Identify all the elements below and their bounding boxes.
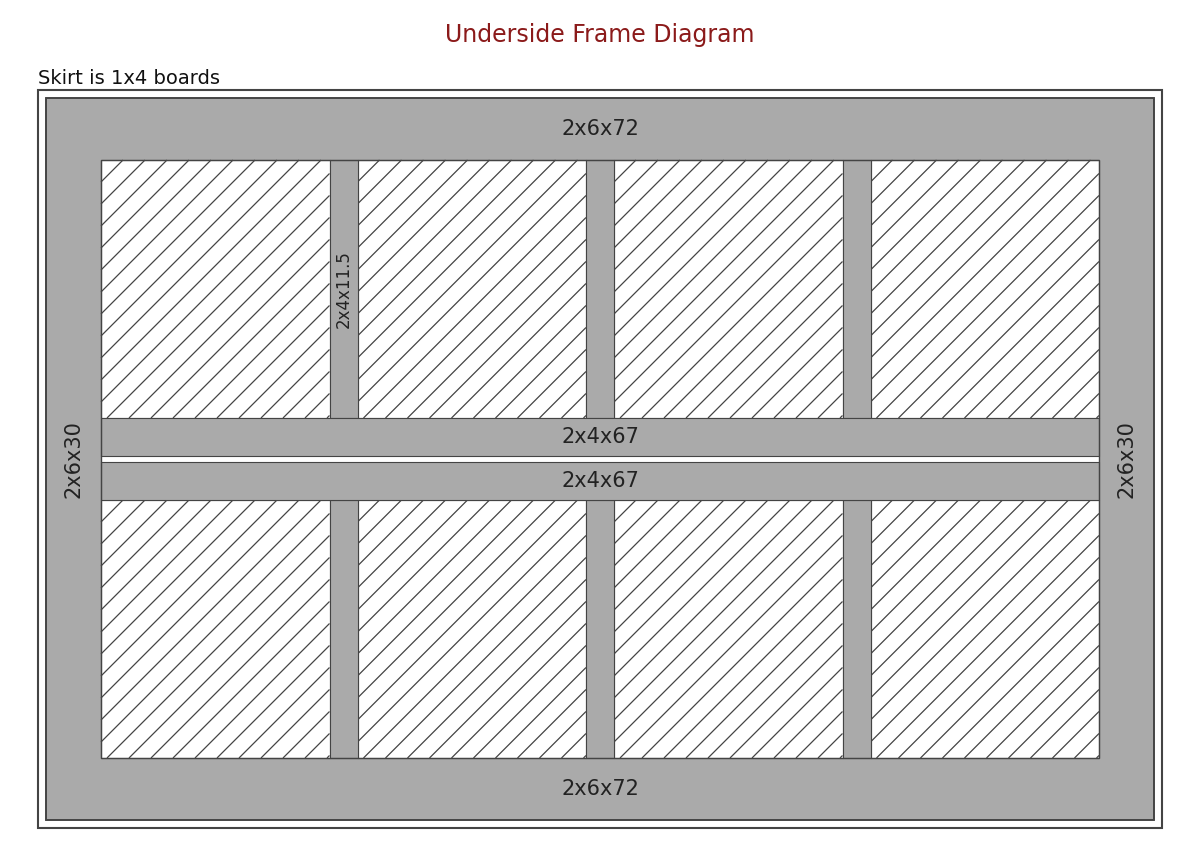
Bar (614, 500, 842, 758)
Text: 2x4x11.5: 2x4x11.5 (335, 250, 353, 328)
Text: Underside Frame Diagram: Underside Frame Diagram (445, 23, 755, 47)
Bar (842, 500, 870, 758)
Text: 2x4x67: 2x4x67 (562, 427, 638, 447)
Bar (870, 500, 1099, 758)
Bar (101, 500, 330, 758)
Bar (101, 160, 330, 418)
Text: 2x6x30: 2x6x30 (64, 420, 84, 498)
Bar (358, 500, 586, 758)
Text: 2x4x67: 2x4x67 (562, 471, 638, 491)
Bar (101, 160, 1099, 758)
Bar (842, 160, 870, 418)
Bar (38, 90, 1162, 828)
Bar (46, 98, 1154, 820)
Bar (330, 500, 358, 758)
Bar (46, 98, 1154, 820)
Text: Skirt is 1x4 boards: Skirt is 1x4 boards (38, 69, 220, 88)
Bar (101, 160, 1099, 758)
Text: 2x6x72: 2x6x72 (562, 119, 638, 139)
Bar (358, 160, 586, 418)
Bar (870, 160, 1099, 418)
Bar (101, 462, 1099, 500)
Text: 2x6x30: 2x6x30 (1116, 420, 1136, 498)
Bar (614, 160, 842, 418)
Bar (586, 160, 614, 418)
Text: 2x6x72: 2x6x72 (562, 779, 638, 799)
Bar (586, 500, 614, 758)
Bar (101, 418, 1099, 456)
Bar (330, 160, 358, 418)
